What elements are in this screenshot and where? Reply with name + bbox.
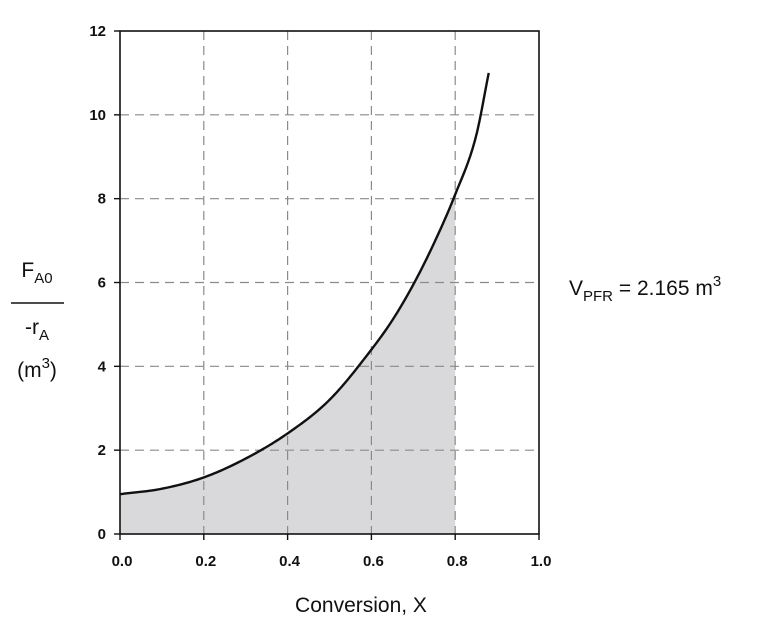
svg-text:FA0: FA0: [21, 259, 52, 287]
x-tick-label: 0.0: [112, 553, 133, 570]
volume-annotation-sup: 3: [713, 273, 721, 290]
y-label-numerator: F: [21, 259, 34, 282]
svg-text:-rA: -rA: [25, 316, 49, 344]
y-tick-label: 8: [98, 191, 106, 208]
x-tick-label: 1.0: [531, 553, 552, 570]
y-label-denominator: -r: [25, 316, 39, 339]
y-tick-label: 6: [98, 275, 106, 292]
x-tick-label: 0.8: [447, 553, 468, 570]
x-tick-label: 0.6: [363, 553, 384, 570]
y-tick-label: 12: [89, 23, 106, 40]
shaded-area: [120, 194, 456, 535]
y-tick-label: 4: [98, 358, 107, 375]
y-label-units-sup: 3: [42, 355, 50, 372]
x-tick-label: 0.4: [279, 553, 301, 570]
volume-annotation: VPFR = 2.165 m3: [569, 273, 721, 305]
y-label-units-open: (m: [17, 359, 42, 382]
y-label-denominator-sub: A: [39, 327, 49, 344]
y-tick-label: 10: [89, 107, 106, 124]
y-label-units-close: ): [50, 359, 57, 382]
y-tick-label: 0: [98, 526, 106, 543]
x-tick-label: 0.2: [195, 553, 216, 570]
volume-annotation-main: V: [569, 277, 583, 300]
volume-annotation-sub: PFR: [583, 288, 613, 305]
volume-annotation-value: = 2.165 m: [613, 277, 713, 300]
series-line: [119, 72, 490, 496]
y-tick-label: 2: [98, 442, 106, 459]
y-label-numerator-sub: A0: [34, 270, 52, 287]
x-axis-label: Conversion, X: [295, 594, 427, 617]
y-axis-label: FA0 -rA (m3): [11, 259, 64, 382]
svg-text:(m3): (m3): [17, 355, 57, 382]
